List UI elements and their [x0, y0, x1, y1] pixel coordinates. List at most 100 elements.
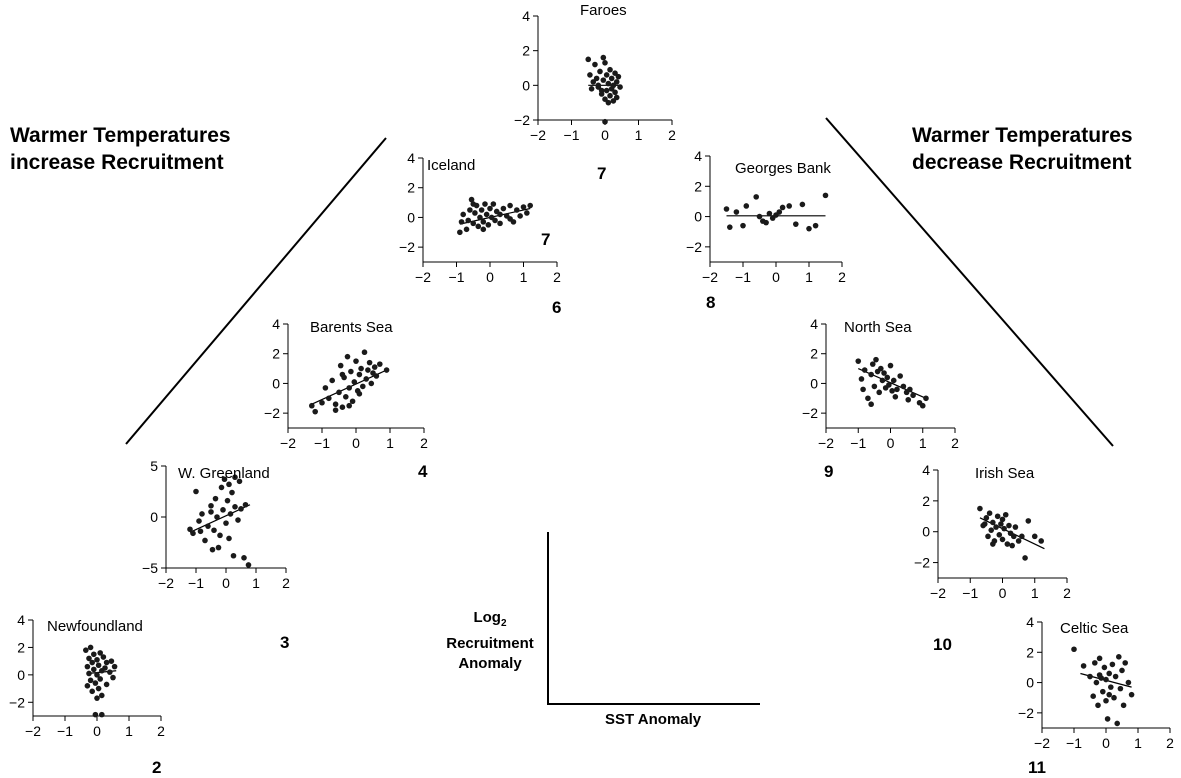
barents-sea-data-point: [356, 371, 363, 378]
celtic-sea-data-point: [1100, 688, 1106, 695]
iceland-data-point: [497, 211, 503, 218]
celtic-sea-x-tick-label: −1: [1066, 735, 1082, 751]
iceland-data-point: [487, 205, 493, 212]
iceland-data-point: [480, 226, 487, 233]
w-greenland-data-point: [220, 507, 226, 513]
irish-sea-data-point: [993, 524, 999, 530]
w-greenland-x-tick-label: 1: [252, 575, 260, 591]
north-sea-data-point: [881, 370, 887, 376]
barents-sea-x-tick-label: −2: [280, 435, 296, 451]
iceland-x-tick-label: −1: [449, 269, 465, 285]
w-greenland-data-point: [224, 497, 231, 504]
newfoundland-y-tick-label: 0: [17, 667, 25, 683]
barents-sea-data-point: [348, 368, 354, 375]
irish-sea-x-tick-label: 0: [999, 585, 1007, 601]
north-sea-y-tick-label: 4: [810, 316, 818, 332]
georges-bank-data-point: [793, 221, 799, 227]
newfoundland-data-point: [92, 711, 99, 718]
faroes-data-point: [595, 82, 602, 89]
iceland-data-point: [460, 211, 467, 218]
iceland-x-tick-label: 0: [486, 269, 494, 285]
celtic-sea-data-point: [1103, 697, 1109, 704]
iceland-data-point: [490, 201, 497, 207]
celtic-sea-data-point: [1111, 694, 1117, 701]
celtic-sea-data-point: [1128, 691, 1135, 698]
iceland-y-tick-label: 2: [407, 180, 415, 196]
barents-sea-data-point: [332, 401, 339, 408]
newfoundland-data-point: [94, 656, 100, 663]
irish-sea-data-point: [1025, 518, 1032, 524]
celtic-sea-data-point: [1093, 679, 1100, 686]
iceland-data-point: [457, 229, 463, 236]
iceland-data-point: [492, 217, 498, 224]
north-sea-data-point: [869, 361, 876, 367]
irish-sea-data-point: [994, 513, 1001, 520]
irish-sea-x-tick-label: −2: [930, 585, 946, 601]
irish-sea-data-point: [1015, 538, 1022, 544]
georges-bank-data-point: [822, 192, 829, 199]
barents-sea-y-tick-label: 2: [272, 346, 280, 362]
faroes-data-point: [597, 68, 603, 75]
celtic-sea-data-point: [1106, 691, 1112, 698]
newfoundland-data-point: [108, 658, 115, 664]
irish-sea-data-point: [988, 527, 995, 533]
w-greenland-data-point: [214, 514, 220, 520]
north-sea-x-tick-label: 2: [951, 435, 959, 451]
north-sea-data-point: [886, 382, 892, 388]
georges-bank-data-point: [723, 206, 730, 212]
w-greenland-x-tick-label: 0: [222, 575, 230, 591]
faroes-x-tick-label: −2: [530, 127, 546, 143]
w-greenland-y-tick-label: −5: [142, 560, 158, 576]
w-greenland-data-point: [208, 502, 214, 509]
celtic-sea-data-point: [1116, 654, 1122, 660]
barents-sea-x-tick-label: 1: [386, 435, 394, 451]
iceland-data-point: [465, 217, 472, 224]
faroes-data-point: [600, 77, 607, 83]
irish-sea-data-point: [985, 533, 991, 540]
irish-sea-data-point: [999, 516, 1006, 523]
georges-bank-x-tick-label: 1: [805, 269, 813, 285]
north-sea-data-point: [861, 367, 868, 373]
newfoundland-data-point: [86, 655, 92, 662]
iceland-data-point: [520, 204, 527, 210]
iceland-data-point: [478, 207, 485, 213]
w-greenland-x-tick-label: −1: [188, 575, 204, 591]
newfoundland-data-point: [95, 662, 102, 669]
faroes-data-point: [602, 96, 608, 102]
irish-sea-data-point: [983, 515, 990, 521]
w-greenland-data-point: [212, 495, 219, 502]
celtic-sea-data-point: [1122, 660, 1128, 666]
irish-sea-x-tick-label: −1: [962, 585, 978, 601]
north-sea-data-point: [910, 392, 916, 399]
newfoundland-data-point: [91, 651, 97, 658]
barents-sea-data-point: [371, 364, 378, 370]
newfoundland-x-tick-label: 1: [125, 723, 133, 739]
iceland-x-tick-label: 1: [520, 269, 528, 285]
iceland-data-point: [524, 210, 530, 216]
north-sea-data-point: [884, 374, 891, 381]
newfoundland-data-point: [87, 677, 94, 684]
barents-sea-data-point: [368, 380, 375, 387]
newfoundland-data-point: [86, 670, 92, 677]
irish-sea-data-point: [1019, 533, 1025, 540]
w-greenland-data-point: [205, 523, 211, 529]
barents-sea-data-point: [346, 402, 353, 409]
georges-bank-data-point: [753, 194, 759, 200]
w-greenland-data-point: [209, 546, 216, 553]
celtic-sea-y-tick-label: 2: [1026, 644, 1034, 660]
celtic-sea-x-tick-label: 1: [1134, 735, 1142, 751]
celtic-sea-data-point: [1117, 685, 1124, 692]
barents-sea-x-tick-label: −1: [314, 435, 330, 451]
newfoundland-x-tick-label: −2: [25, 723, 41, 739]
barents-sea-x-tick-label: 2: [420, 435, 428, 451]
iceland-data-point: [527, 202, 533, 209]
celtic-sea-data-point: [1103, 676, 1109, 683]
faroes-data-point: [612, 70, 618, 76]
newfoundland-data-point: [89, 659, 95, 666]
iceland-data-point: [475, 223, 482, 230]
faroes-y-tick-label: 4: [522, 8, 530, 24]
newfoundland-data-point: [107, 669, 113, 675]
north-sea-data-point: [860, 386, 866, 393]
w-greenland-data-point: [229, 489, 235, 496]
north-sea-data-point: [889, 388, 895, 394]
